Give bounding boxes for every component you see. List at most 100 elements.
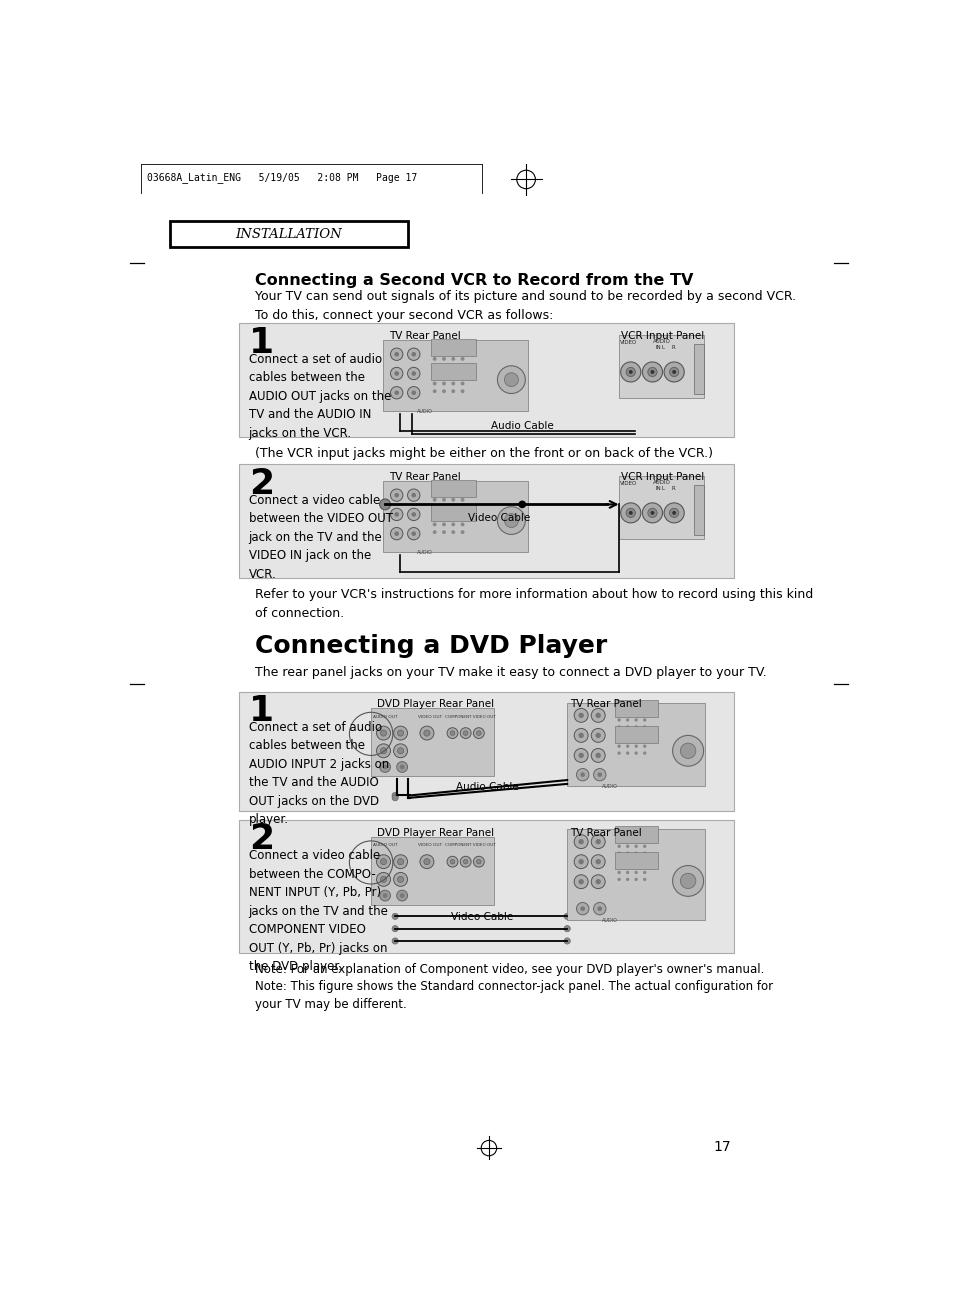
- Circle shape: [578, 859, 583, 864]
- Circle shape: [433, 506, 436, 509]
- Circle shape: [376, 726, 390, 740]
- Bar: [615, 826, 658, 843]
- Text: TV Rear Panel: TV Rear Panel: [389, 472, 460, 482]
- Circle shape: [459, 856, 471, 866]
- Circle shape: [394, 726, 407, 740]
- FancyBboxPatch shape: [239, 323, 733, 438]
- Circle shape: [433, 382, 436, 386]
- Circle shape: [663, 503, 683, 523]
- Circle shape: [617, 752, 620, 754]
- Circle shape: [433, 530, 436, 534]
- Circle shape: [593, 903, 605, 915]
- Circle shape: [647, 508, 657, 517]
- Circle shape: [451, 530, 455, 534]
- Circle shape: [392, 913, 397, 920]
- Text: Video Cable: Video Cable: [467, 513, 530, 523]
- Text: 2: 2: [249, 822, 274, 856]
- Circle shape: [625, 508, 635, 517]
- Circle shape: [473, 856, 484, 866]
- Circle shape: [423, 859, 430, 865]
- Circle shape: [394, 744, 407, 758]
- Circle shape: [392, 938, 397, 945]
- Circle shape: [460, 530, 464, 534]
- Circle shape: [433, 498, 436, 502]
- Circle shape: [517, 500, 525, 508]
- Circle shape: [679, 873, 695, 889]
- Text: VIDEO OUT: VIDEO OUT: [417, 714, 441, 719]
- Circle shape: [433, 357, 436, 361]
- Circle shape: [451, 498, 455, 502]
- Text: L    R: L R: [661, 486, 675, 491]
- Text: AUDIO OUT: AUDIO OUT: [373, 843, 397, 847]
- Circle shape: [574, 835, 587, 848]
- Text: AUDIO: AUDIO: [601, 917, 618, 923]
- Circle shape: [642, 878, 646, 881]
- Circle shape: [578, 713, 583, 718]
- Bar: [693, 485, 703, 536]
- Circle shape: [617, 878, 620, 881]
- Circle shape: [380, 748, 386, 754]
- Circle shape: [396, 890, 407, 900]
- Circle shape: [628, 511, 632, 515]
- FancyBboxPatch shape: [239, 692, 733, 810]
- Circle shape: [451, 523, 455, 526]
- Circle shape: [394, 391, 398, 395]
- FancyBboxPatch shape: [618, 476, 703, 539]
- Circle shape: [441, 382, 445, 386]
- Circle shape: [625, 752, 629, 754]
- Text: VCR Input Panel: VCR Input Panel: [620, 331, 704, 341]
- Text: The rear panel jacks on your TV make it easy to connect a DVD player to your TV.: The rear panel jacks on your TV make it …: [254, 666, 766, 679]
- Circle shape: [642, 752, 646, 754]
- Circle shape: [579, 907, 584, 911]
- Circle shape: [672, 735, 703, 766]
- Circle shape: [390, 508, 402, 521]
- Circle shape: [390, 528, 402, 539]
- Circle shape: [642, 870, 646, 874]
- Circle shape: [394, 512, 398, 517]
- Circle shape: [476, 731, 480, 735]
- Text: COMPONENT VIDEO OUT: COMPONENT VIDEO OUT: [444, 714, 495, 719]
- Circle shape: [463, 860, 468, 864]
- Circle shape: [591, 748, 604, 762]
- FancyBboxPatch shape: [239, 820, 733, 952]
- Circle shape: [392, 792, 397, 799]
- Circle shape: [634, 870, 638, 874]
- Bar: [431, 480, 476, 496]
- Text: (The VCR input jacks might be either on the front or on back of the VCR.): (The VCR input jacks might be either on …: [254, 447, 712, 460]
- Text: Connect a set of audio
cables between the
AUDIO INPUT 2 jacks on
the TV and the : Connect a set of audio cables between th…: [249, 721, 389, 826]
- Circle shape: [433, 523, 436, 526]
- Circle shape: [574, 855, 587, 869]
- Circle shape: [641, 362, 661, 382]
- Circle shape: [642, 718, 646, 722]
- Circle shape: [595, 839, 600, 844]
- Circle shape: [394, 855, 407, 869]
- Circle shape: [397, 748, 403, 754]
- Circle shape: [634, 844, 638, 848]
- Circle shape: [419, 855, 434, 869]
- Circle shape: [394, 532, 398, 536]
- Circle shape: [576, 769, 588, 780]
- Text: 03668A_Latin_ENG   5/19/05   2:08 PM   Page 17: 03668A_Latin_ENG 5/19/05 2:08 PM Page 17: [147, 172, 417, 184]
- Circle shape: [460, 506, 464, 509]
- FancyBboxPatch shape: [567, 704, 704, 786]
- Circle shape: [563, 913, 570, 920]
- Circle shape: [380, 877, 386, 882]
- Circle shape: [628, 370, 632, 374]
- Circle shape: [451, 357, 455, 361]
- FancyBboxPatch shape: [382, 340, 528, 412]
- Circle shape: [460, 382, 464, 386]
- Circle shape: [595, 880, 600, 885]
- Circle shape: [423, 730, 430, 736]
- FancyBboxPatch shape: [239, 464, 733, 579]
- Circle shape: [595, 732, 600, 737]
- Circle shape: [411, 512, 416, 517]
- FancyBboxPatch shape: [371, 837, 493, 904]
- Circle shape: [433, 390, 436, 394]
- Circle shape: [376, 744, 390, 758]
- Circle shape: [376, 855, 390, 869]
- Circle shape: [617, 726, 620, 728]
- Circle shape: [579, 773, 584, 777]
- Circle shape: [650, 511, 654, 515]
- Bar: [431, 364, 476, 380]
- Circle shape: [625, 852, 629, 855]
